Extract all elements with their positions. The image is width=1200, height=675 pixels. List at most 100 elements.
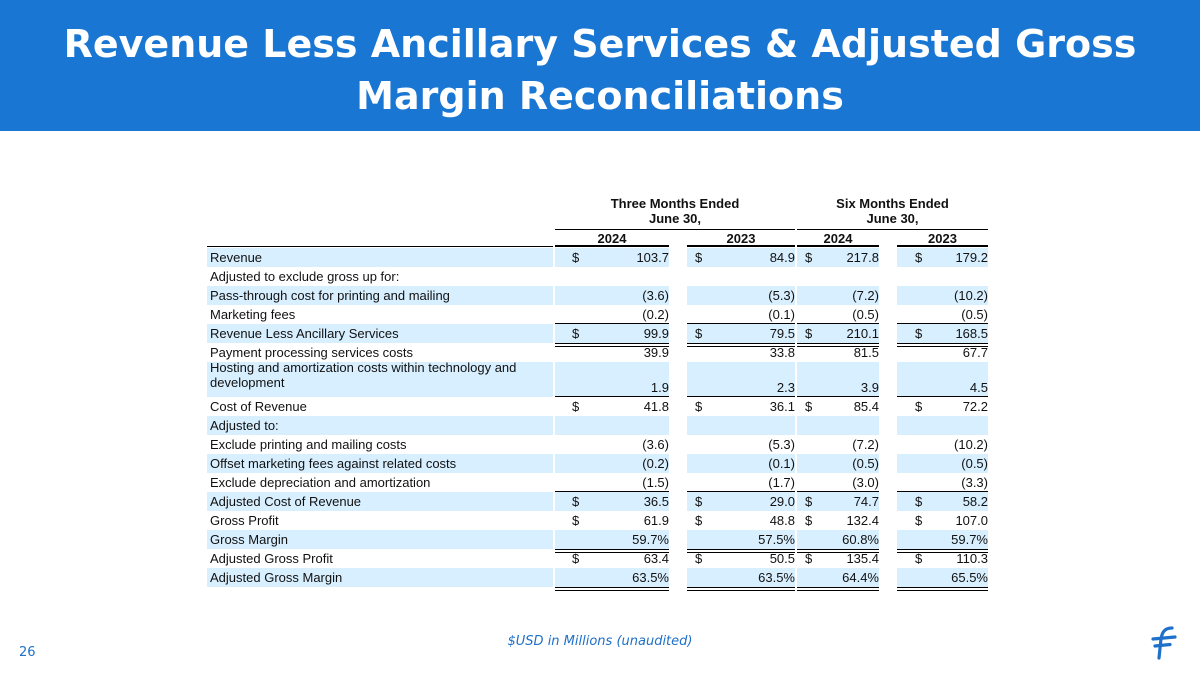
row-label: Exclude depreciation and amortization <box>210 475 431 490</box>
cell-value: 74.7 <box>853 494 879 509</box>
column-gap <box>669 324 687 343</box>
cell-value: (5.3) <box>768 288 795 303</box>
table-row: Offset marketing fees against related co… <box>207 454 988 473</box>
column-gap <box>879 324 897 343</box>
column-gap <box>795 492 797 511</box>
currency-symbol: $ <box>572 494 580 509</box>
currency-symbol: $ <box>572 513 580 528</box>
cell-value: 64.4% <box>842 570 879 585</box>
row-label: Marketing fees <box>210 307 296 322</box>
label-header-rule <box>207 246 553 247</box>
row-label: Hosting and amortization costs within te… <box>210 360 516 390</box>
cell-value: (0.2) <box>642 307 669 322</box>
table-row: Gross Margin 59.7% 57.5% 60.8% 59.7% <box>207 530 988 553</box>
row-label: Adjusted to: <box>210 418 279 433</box>
cell-value: (3.6) <box>642 288 669 303</box>
cell-value: 84.9 <box>769 250 795 265</box>
cell-value: (3.6) <box>642 437 669 452</box>
column-gap <box>553 530 555 549</box>
column-gap <box>795 416 797 435</box>
double-underline <box>687 587 795 591</box>
row-label: Payment processing services costs <box>210 345 414 360</box>
currency-symbol: $ <box>695 513 703 528</box>
currency-symbol: $ <box>805 513 813 528</box>
cell-value: 57.5% <box>758 532 795 547</box>
group-header-six-months-line-2: June 30, <box>866 211 919 226</box>
currency-symbol: $ <box>572 250 580 265</box>
single-underline <box>555 396 669 397</box>
row-label-line-2: development <box>210 375 285 390</box>
cell-value: 41.8 <box>643 399 669 414</box>
double-underline <box>897 587 988 591</box>
cell-value: (3.0) <box>852 475 879 490</box>
column-gap <box>553 568 555 587</box>
cell-value: (5.3) <box>768 437 795 452</box>
double-underline <box>797 587 879 591</box>
currency-symbol: $ <box>695 326 703 341</box>
currency-symbol: $ <box>805 250 813 265</box>
cell-value: (0.5) <box>852 456 879 471</box>
column-gap <box>553 248 555 267</box>
cell-value: 61.9 <box>643 513 669 528</box>
cell-value: (10.2) <box>954 288 988 303</box>
row-shading <box>207 416 988 435</box>
cell-value: 85.4 <box>853 399 879 414</box>
single-underline <box>897 491 988 492</box>
row-label: Adjusted to exclude gross up for: <box>210 269 400 284</box>
row-shading <box>207 454 988 473</box>
reconciliation-table: Three Months Ended June 30, Six Months E… <box>207 0 988 675</box>
slide-title-line-1: Revenue Less Ancillary Services & Adjust… <box>63 22 1137 66</box>
single-underline <box>797 396 879 397</box>
currency-symbol: $ <box>695 250 703 265</box>
currency-symbol: $ <box>805 399 813 414</box>
column-gap <box>669 530 687 549</box>
column-gap <box>795 530 797 549</box>
flywire-logo-icon <box>1151 626 1177 660</box>
cell-value: (0.5) <box>852 307 879 322</box>
single-underline <box>897 323 988 324</box>
cell-value: 4.5 <box>969 380 988 395</box>
cell-value: 135.4 <box>846 551 879 566</box>
currency-symbol: $ <box>695 494 703 509</box>
table-row: Exclude printing and mailing costs (3.6) (… <box>207 435 988 454</box>
double-underline <box>897 549 988 553</box>
cell-value: (3.3) <box>961 475 988 490</box>
cell-value: 36.5 <box>643 494 669 509</box>
row-label: Cost of Revenue <box>210 399 307 414</box>
cell-value: 60.8% <box>842 532 879 547</box>
row-label: Offset marketing fees against related co… <box>210 456 457 471</box>
cell-value: 132.4 <box>846 513 879 528</box>
column-gap <box>879 568 897 587</box>
table-row: Pass-through cost for printing and maili… <box>207 286 988 305</box>
column-gap <box>553 324 555 343</box>
cell-value: 79.5 <box>769 326 795 341</box>
cell-value: (0.5) <box>961 456 988 471</box>
row-shading <box>207 492 988 511</box>
table-row: Cost of Revenue $41.8 $36.1 $85.4 $72.2 <box>207 397 988 420</box>
footer-note: $USD in Millions (unaudited) <box>507 634 693 649</box>
currency-symbol: $ <box>915 326 923 341</box>
row-label: Pass-through cost for printing and maili… <box>210 288 450 303</box>
column-gap <box>669 416 687 435</box>
row-label: Adjusted Cost of Revenue <box>210 494 362 509</box>
column-gap <box>879 248 897 267</box>
row-label: Revenue Less Ancillary Services <box>210 326 399 341</box>
year-rule-q-2023 <box>687 245 795 247</box>
double-underline <box>897 343 988 347</box>
title-banner: Revenue Less Ancillary Services & Adjust… <box>0 0 1200 131</box>
single-underline <box>797 323 879 324</box>
row-shading <box>207 324 988 343</box>
cell-value: 67.7 <box>962 345 988 360</box>
double-underline <box>687 343 795 347</box>
cell-value: (7.2) <box>852 288 879 303</box>
group-header-six-months: Six Months Ended June 30, <box>797 196 988 226</box>
cell-value: (7.2) <box>852 437 879 452</box>
row-label: Revenue <box>210 250 263 265</box>
cell-value: 65.5% <box>951 570 988 585</box>
column-gap <box>795 362 797 397</box>
cell-value: 110.3 <box>956 551 988 566</box>
row-shading <box>207 286 988 305</box>
single-underline <box>687 491 795 492</box>
table-row: Adjusted to exclude gross up for: <box>207 267 988 286</box>
single-underline <box>555 491 669 492</box>
